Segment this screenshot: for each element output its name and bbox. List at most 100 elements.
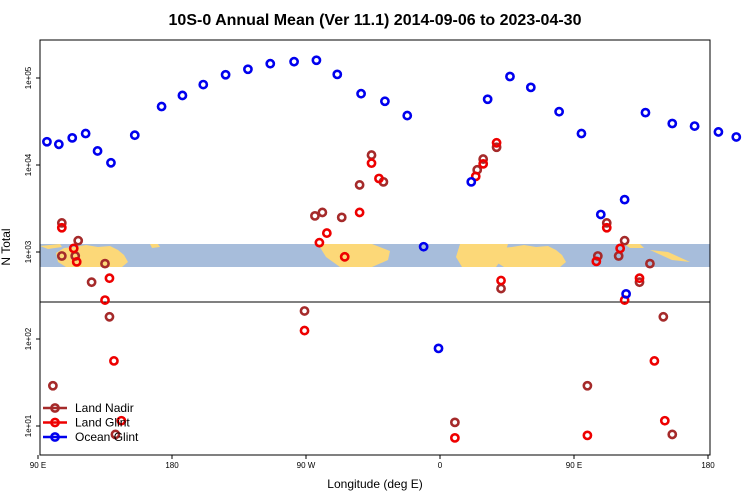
- ocean-glint-point: [667, 118, 678, 129]
- y-tick-label: 1e+04: [24, 153, 33, 176]
- x-axis: 90 E 180 90 W 0 90 E 180: [30, 455, 715, 470]
- ocean-glint-legend-label: Ocean Glint: [75, 430, 139, 444]
- ocean-glint-point: [220, 69, 231, 80]
- ocean-glint-point: [243, 64, 253, 75]
- land-glint-point: [71, 256, 82, 267]
- land-glint-point: [659, 415, 670, 426]
- ocean-glint-point: [311, 55, 322, 66]
- x-axis-label: Longitude (deg E): [327, 477, 422, 491]
- land-nadir-legend-marker: [50, 403, 60, 413]
- land-glint-point: [615, 243, 626, 254]
- ocean-glint-point: [356, 88, 366, 99]
- ocean-glint-point: [53, 139, 64, 150]
- land-nadir-point: [56, 251, 67, 261]
- x-tick-label: 180: [165, 461, 179, 470]
- ocean-glint-legend-marker: [50, 432, 60, 442]
- y-tick-label: 1e+05: [24, 66, 33, 89]
- ocean-glint-point: [129, 130, 140, 141]
- ocean-glint-point: [525, 82, 536, 93]
- y-tick-label: 1e+01: [24, 414, 33, 437]
- land-nadir-point: [56, 218, 67, 228]
- land-nadir-point: [310, 210, 320, 221]
- land-nadir-point: [491, 142, 502, 153]
- land-nadir-point: [336, 212, 347, 223]
- world-map-band: [40, 244, 710, 267]
- land-glint-point: [100, 295, 110, 305]
- land-nadir-point: [582, 380, 593, 391]
- land-glint-point: [299, 325, 310, 336]
- land-glint-point: [478, 158, 489, 169]
- land-glint-point: [116, 415, 127, 426]
- y-tick-label: 1e+02: [24, 327, 33, 350]
- land-nadir-point: [100, 258, 110, 269]
- ocean-glint-point: [619, 194, 630, 205]
- land-glint-point: [56, 222, 67, 233]
- land-nadir-point: [366, 150, 377, 160]
- y-axis: 1e+01 1e+02 1e+03 1e+04 1e+05: [24, 66, 40, 437]
- land-nadir-legend-label: Land Nadir: [75, 401, 134, 415]
- land-nadir-point: [73, 235, 84, 246]
- ocean-glint-point: [92, 146, 103, 156]
- land-nadir-point: [496, 283, 506, 294]
- land-glint-point: [354, 207, 365, 218]
- land-glint-legend-marker: [50, 417, 60, 428]
- land-nadir-point: [110, 429, 121, 440]
- land-glint-point: [68, 243, 79, 254]
- ocean-glint-point: [713, 127, 724, 137]
- ocean-glint-point: [332, 69, 343, 80]
- land-nadir-point: [86, 277, 97, 288]
- land-glint-point: [339, 251, 350, 262]
- land-glint-point: [374, 173, 384, 184]
- land-nadir-point: [299, 306, 310, 316]
- ocean-glint-point: [466, 176, 477, 187]
- land-glint-point: [634, 273, 645, 284]
- ocean-glint-point: [198, 79, 209, 90]
- ocean-glint-point: [418, 241, 429, 252]
- x-tick-label: 0: [438, 461, 443, 470]
- land-glint-point: [366, 158, 377, 169]
- x-tick-label: 90 E: [566, 461, 582, 470]
- land-glint-point: [321, 228, 332, 238]
- ocean-glint-point: [731, 132, 742, 142]
- ocean-glint-point: [67, 132, 78, 143]
- land-nadir-point: [317, 207, 328, 218]
- land-glint-point: [601, 222, 612, 233]
- land-nadir-point: [645, 258, 655, 269]
- ocean-glint-point: [689, 121, 700, 131]
- land-nadir-point: [658, 311, 669, 322]
- land-glint-point: [104, 273, 115, 284]
- data-points: [42, 55, 742, 443]
- ocean-glint-point: [621, 288, 632, 299]
- ocean-glint-point: [505, 71, 515, 82]
- x-tick-label: 90 E: [30, 461, 46, 470]
- ocean-glint-point: [402, 110, 413, 121]
- land-nadir-point: [601, 218, 612, 228]
- land-glint-point: [109, 356, 119, 366]
- ocean-glint-point: [42, 136, 52, 147]
- x-tick-label: 180: [701, 461, 715, 470]
- land-nadir-point: [449, 417, 460, 428]
- land-nadir-point: [47, 380, 58, 391]
- ocean-glint-point: [156, 101, 167, 112]
- land-nadir-point: [104, 311, 115, 322]
- land-nadir-point: [634, 277, 645, 288]
- plot-frame: [39, 39, 711, 456]
- ocean-glint-point: [433, 343, 444, 354]
- land-glint-point: [449, 432, 460, 443]
- ocean-glint-point: [640, 107, 651, 118]
- land-glint-point: [649, 356, 660, 366]
- land-nadir-point: [667, 429, 678, 440]
- y-tick-label: 1e+03: [24, 240, 33, 263]
- ocean-glint-point: [106, 157, 116, 168]
- ocean-glint-point: [554, 106, 565, 117]
- land-glint-point: [314, 237, 325, 248]
- x-tick-label: 90 W: [297, 461, 316, 470]
- ocean-glint-point: [265, 58, 276, 69]
- ocean-glint-point: [289, 56, 299, 67]
- ocean-glint-point: [80, 128, 91, 139]
- ocean-glint-point: [576, 128, 587, 139]
- land-glint-point: [591, 256, 602, 267]
- ocean-glint-point: [482, 94, 493, 105]
